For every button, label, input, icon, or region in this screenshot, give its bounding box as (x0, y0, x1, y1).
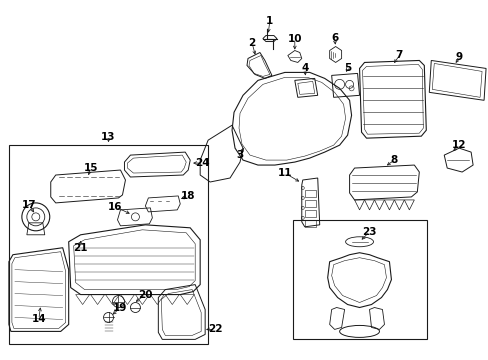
Text: 2: 2 (248, 37, 255, 48)
Text: 14: 14 (31, 314, 46, 324)
Text: 21: 21 (73, 243, 88, 253)
Text: 6: 6 (330, 32, 338, 42)
Bar (304, 210, 315, 217)
Bar (304, 200, 315, 207)
Text: 15: 15 (83, 163, 98, 173)
Text: 3: 3 (236, 150, 243, 160)
Text: 12: 12 (451, 140, 466, 150)
Text: 5: 5 (343, 63, 350, 73)
Text: 13: 13 (101, 132, 116, 142)
Text: 8: 8 (390, 155, 397, 165)
Text: 24: 24 (194, 158, 209, 168)
Text: 23: 23 (362, 227, 376, 237)
Bar (292, 220, 427, 339)
Text: 11: 11 (277, 168, 291, 178)
Text: 20: 20 (138, 289, 152, 300)
Text: 18: 18 (181, 191, 195, 201)
Bar (304, 190, 315, 197)
Bar (304, 220, 315, 227)
Text: 10: 10 (287, 33, 302, 44)
Text: 19: 19 (113, 302, 127, 312)
Bar (9, 145, 208, 345)
Text: 1: 1 (266, 15, 273, 26)
Text: 7: 7 (395, 50, 402, 60)
Text: 4: 4 (301, 63, 308, 73)
Text: 16: 16 (108, 202, 122, 212)
Text: 9: 9 (455, 53, 462, 63)
Text: 22: 22 (207, 324, 222, 334)
Text: 17: 17 (21, 200, 36, 210)
